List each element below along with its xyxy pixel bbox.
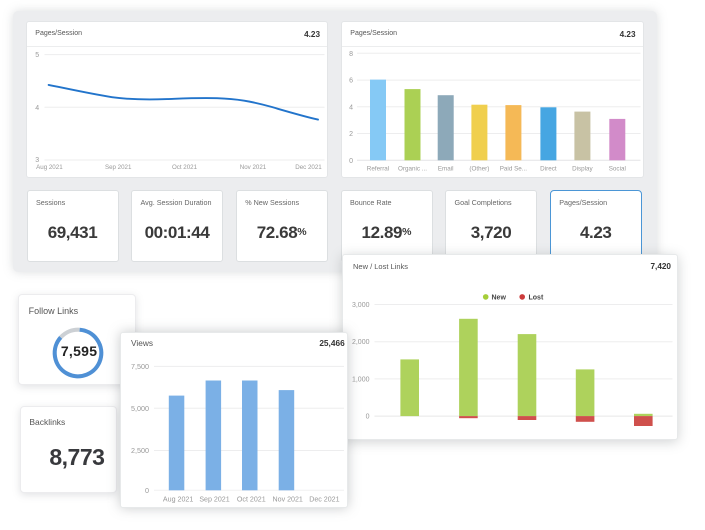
- svg-text:2,000: 2,000: [352, 339, 370, 346]
- svg-text:6: 6: [349, 78, 353, 85]
- svg-text:5: 5: [35, 52, 39, 59]
- svg-text:Display: Display: [572, 166, 593, 173]
- svg-text:5,000: 5,000: [131, 404, 149, 413]
- svg-text:Aug 2021: Aug 2021: [36, 164, 63, 171]
- svg-text:Social: Social: [609, 166, 626, 173]
- svg-text:4: 4: [35, 105, 39, 112]
- svg-text:1,000: 1,000: [352, 376, 370, 383]
- svg-text:Sep 2021: Sep 2021: [105, 164, 132, 171]
- svg-text:Oct 2021: Oct 2021: [237, 496, 266, 504]
- svg-text:3: 3: [35, 157, 39, 164]
- svg-text:0: 0: [145, 486, 149, 495]
- svg-text:Referral: Referral: [367, 166, 389, 173]
- svg-text:Lost: Lost: [529, 294, 544, 301]
- svg-text:2,500: 2,500: [131, 446, 149, 455]
- svg-text:2: 2: [349, 131, 353, 138]
- svg-text:3,000: 3,000: [352, 302, 370, 309]
- svg-text:Direct: Direct: [540, 166, 557, 173]
- svg-text:Dec 2021: Dec 2021: [295, 164, 322, 171]
- svg-text:Dec 2021: Dec 2021: [309, 496, 339, 504]
- svg-text:Organic ...: Organic ...: [398, 166, 427, 173]
- svg-text:7,500: 7,500: [131, 362, 149, 371]
- svg-text:New: New: [492, 294, 507, 301]
- svg-text:4: 4: [349, 104, 353, 111]
- svg-text:0: 0: [366, 413, 370, 420]
- svg-text:Aug 2021: Aug 2021: [163, 496, 193, 504]
- svg-text:Paid Se...: Paid Se...: [500, 166, 528, 173]
- svg-text:Nov 2021: Nov 2021: [273, 496, 303, 504]
- svg-text:Sep 2021: Sep 2021: [199, 496, 229, 504]
- svg-text:0: 0: [349, 158, 353, 165]
- svg-text:Email: Email: [438, 166, 454, 173]
- svg-text:Oct 2021: Oct 2021: [172, 164, 198, 171]
- svg-text:8: 8: [349, 51, 353, 58]
- svg-text:Nov 2021: Nov 2021: [240, 164, 267, 171]
- svg-text:(Other): (Other): [469, 166, 489, 173]
